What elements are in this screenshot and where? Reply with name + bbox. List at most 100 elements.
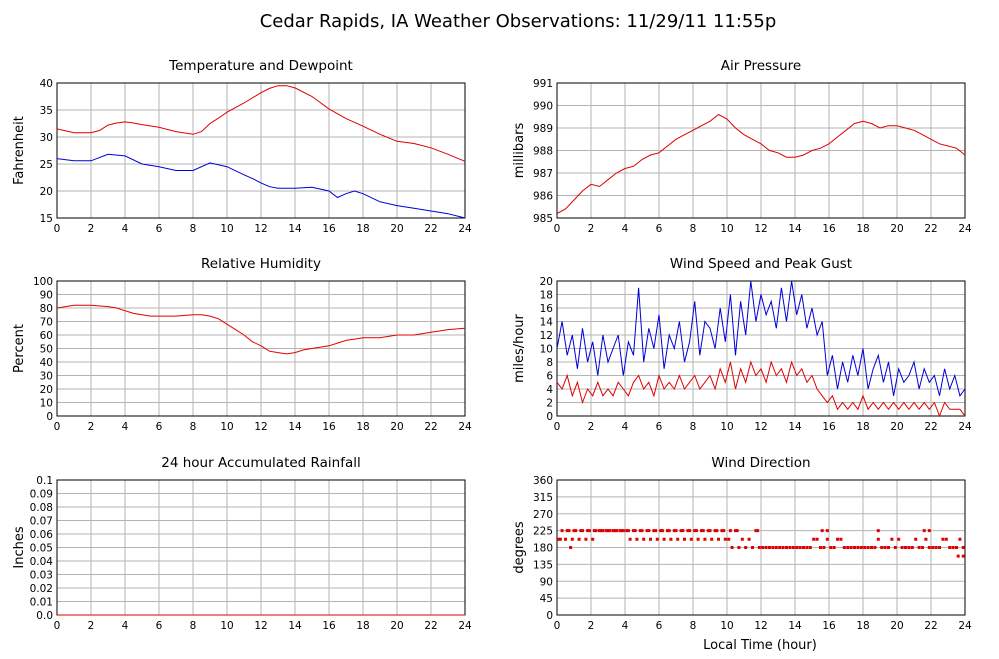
y-tick-label: 25 <box>40 159 53 171</box>
x-tick-label: 6 <box>656 421 663 433</box>
wind-direction-point <box>696 537 700 541</box>
wind-direction-point <box>876 529 880 533</box>
y-axis-label: degrees <box>512 521 527 574</box>
wind-series-line-1 <box>556 360 966 418</box>
wind-direction-point <box>652 529 656 533</box>
wind-direction-point <box>795 546 799 549</box>
wind-direction-point <box>849 546 853 549</box>
y-axis-label: millibars <box>512 123 527 179</box>
y-tick-label: 20 <box>540 276 553 288</box>
wind-direction-point <box>587 529 591 533</box>
x-tick-label: 8 <box>190 620 197 632</box>
x-tick-label: 8 <box>690 620 697 632</box>
wind-direction-point <box>754 529 758 533</box>
y-tick-label: 0 <box>546 411 553 423</box>
wind-direction-point <box>679 529 683 533</box>
wind-direction-point <box>618 529 622 533</box>
y-tick-label: 985 <box>533 213 553 225</box>
wind-direction-point <box>730 546 734 549</box>
wind-direction-point <box>645 529 649 533</box>
wind-direction-point <box>944 537 948 541</box>
wind-direction-point <box>751 546 754 549</box>
chart-title: Wind Speed and Peak Gust <box>670 256 852 272</box>
wind-direction-point <box>715 529 719 533</box>
wind-direction-point <box>708 529 712 533</box>
wind-direction-point <box>633 529 637 533</box>
y-tick-label: 0.0 <box>36 610 53 622</box>
wind-direction-point <box>774 546 778 549</box>
x-tick-label: 14 <box>288 421 302 433</box>
wind-direction-point <box>570 537 574 541</box>
y-tick-label: 14 <box>540 317 554 329</box>
x-tick-label: 16 <box>322 620 336 632</box>
wind-direction-point <box>781 546 785 549</box>
wind-direction-point <box>853 546 856 549</box>
x-tick-label: 0 <box>554 620 561 632</box>
y-tick-label: 0.04 <box>30 556 54 568</box>
y-tick-label: 991 <box>533 78 553 90</box>
wind-direction-point <box>822 546 826 549</box>
x-tick-label: 10 <box>220 620 233 632</box>
wind-direction-point <box>701 529 705 533</box>
y-tick-label: 988 <box>533 146 553 158</box>
y-tick-label: 2 <box>546 398 553 410</box>
wind-direction-point <box>820 529 824 533</box>
wind-direction-point <box>667 529 671 533</box>
x-tick-label: 18 <box>356 421 369 433</box>
y-tick-label: 60 <box>40 330 53 342</box>
x-tick-label: 2 <box>588 620 595 632</box>
y-tick-label: 10 <box>540 344 553 356</box>
x-tick-label: 24 <box>458 421 472 433</box>
pressure-series-line-0 <box>556 113 966 214</box>
x-tick-label: 18 <box>356 620 369 632</box>
x-tick-label: 6 <box>156 223 163 235</box>
wind-direction-point <box>586 529 590 533</box>
wind-direction-point <box>842 546 846 549</box>
wind-direction-point <box>744 546 748 549</box>
wind-direction-point <box>819 546 822 549</box>
wind-direction-point <box>863 546 867 549</box>
wind-direction-point <box>574 529 578 533</box>
wind-direction-point <box>756 529 760 533</box>
y-tick-label: 0.01 <box>30 597 53 609</box>
y-tick-label: 0.1 <box>36 475 53 487</box>
chart-title: Wind Direction <box>711 455 810 471</box>
x-tick-label: 0 <box>554 223 561 235</box>
chart-title: Air Pressure <box>721 58 801 74</box>
x-tick-label: 6 <box>656 223 663 235</box>
wind-direction-point <box>910 546 914 549</box>
wind-direction-point <box>924 537 928 541</box>
wind-direction-point <box>900 546 904 549</box>
x-tick-label: 6 <box>156 620 163 632</box>
y-tick-label: 12 <box>540 330 553 342</box>
x-tick-label: 4 <box>622 223 629 235</box>
wind-direction-point <box>825 537 829 541</box>
wind-direction-point <box>880 546 884 549</box>
wind-direction-point <box>938 546 941 549</box>
wind-direction-point <box>564 537 567 541</box>
wind-chart: 0 2 4 6 8 10 12 14 16 18 20 22 2402468101214161820Wi… <box>512 256 972 433</box>
y-tick-label: 30 <box>40 132 53 144</box>
wind-direction-point <box>558 537 562 541</box>
wind-direction-point <box>717 537 720 541</box>
y-tick-label: 80 <box>40 303 53 315</box>
y-tick-label: 315 <box>533 492 553 504</box>
wind-direction-point <box>626 529 630 533</box>
y-tick-label: 10 <box>40 398 53 410</box>
wind-direction-point <box>647 529 651 533</box>
y-tick-label: 30 <box>40 371 53 383</box>
y-tick-label: 0.02 <box>30 583 53 595</box>
direction-chart: 0 2 4 6 8 10 12 14 16 18 20 22 240459013518022527031… <box>512 455 972 632</box>
y-tick-label: 225 <box>533 526 553 538</box>
wind-direction-point <box>839 537 843 541</box>
wind-direction-point <box>870 546 873 549</box>
wind-direction-point <box>956 554 960 558</box>
wind-direction-point <box>672 529 676 533</box>
x-tick-label: 10 <box>720 421 733 433</box>
wind-direction-point <box>735 529 739 533</box>
wind-direction-point <box>771 546 775 549</box>
y-tick-label: 40 <box>40 78 53 90</box>
wind-direction-point <box>615 529 618 533</box>
wind-direction-point <box>873 546 877 549</box>
wind-direction-point <box>710 537 714 541</box>
